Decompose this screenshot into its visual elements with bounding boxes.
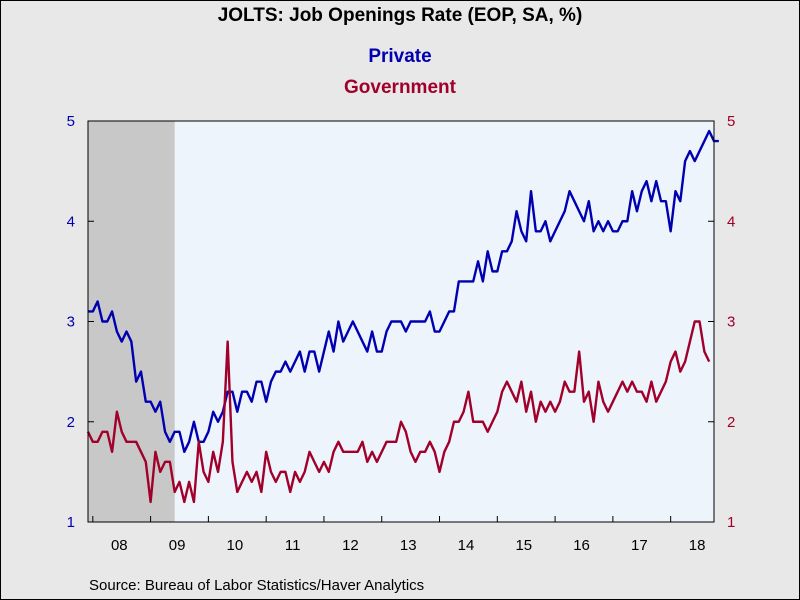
x-tick-label: 12	[342, 537, 359, 554]
chart-title: JOLTS: Job Openings Rate (EOP, SA, %)	[217, 5, 583, 26]
y-right-tick-label: 1	[727, 514, 735, 531]
x-tick-label: 11	[285, 537, 301, 554]
legend-government: Government	[1, 77, 799, 99]
y-left-tick-label: 4	[67, 213, 75, 230]
y-left-tick-label: 1	[67, 514, 75, 531]
x-tick-label: 08	[111, 537, 128, 554]
series-line-private	[88, 129, 719, 454]
x-tick-label: 14	[458, 537, 475, 554]
legend-label-government: Government	[344, 77, 456, 98]
y-left-tick-label: 3	[67, 314, 75, 331]
source-note: Source: Bureau of Labor Statistics/Haver…	[89, 577, 425, 594]
legend-private: Private	[1, 46, 799, 68]
recession-band	[88, 121, 175, 522]
y-right-tick-label: 5	[727, 113, 735, 130]
x-tick-label: 10	[227, 537, 244, 554]
y-left-tick-label: 2	[67, 414, 75, 431]
x-tick-label: 13	[400, 537, 417, 554]
x-tick-label: 18	[689, 537, 706, 554]
legend-label-private: Private	[368, 46, 432, 67]
x-tick-label: 17	[631, 537, 648, 554]
y-right-tick-label: 3	[727, 314, 735, 331]
y-left-tick-label: 5	[67, 113, 75, 130]
x-tick-label: 16	[573, 537, 590, 554]
y-right-tick-label: 2	[727, 414, 735, 431]
x-tick-label: 09	[169, 537, 186, 554]
series-line-government	[86, 320, 711, 504]
y-right-tick-label: 4	[727, 213, 735, 230]
x-tick-label: 15	[515, 537, 532, 554]
